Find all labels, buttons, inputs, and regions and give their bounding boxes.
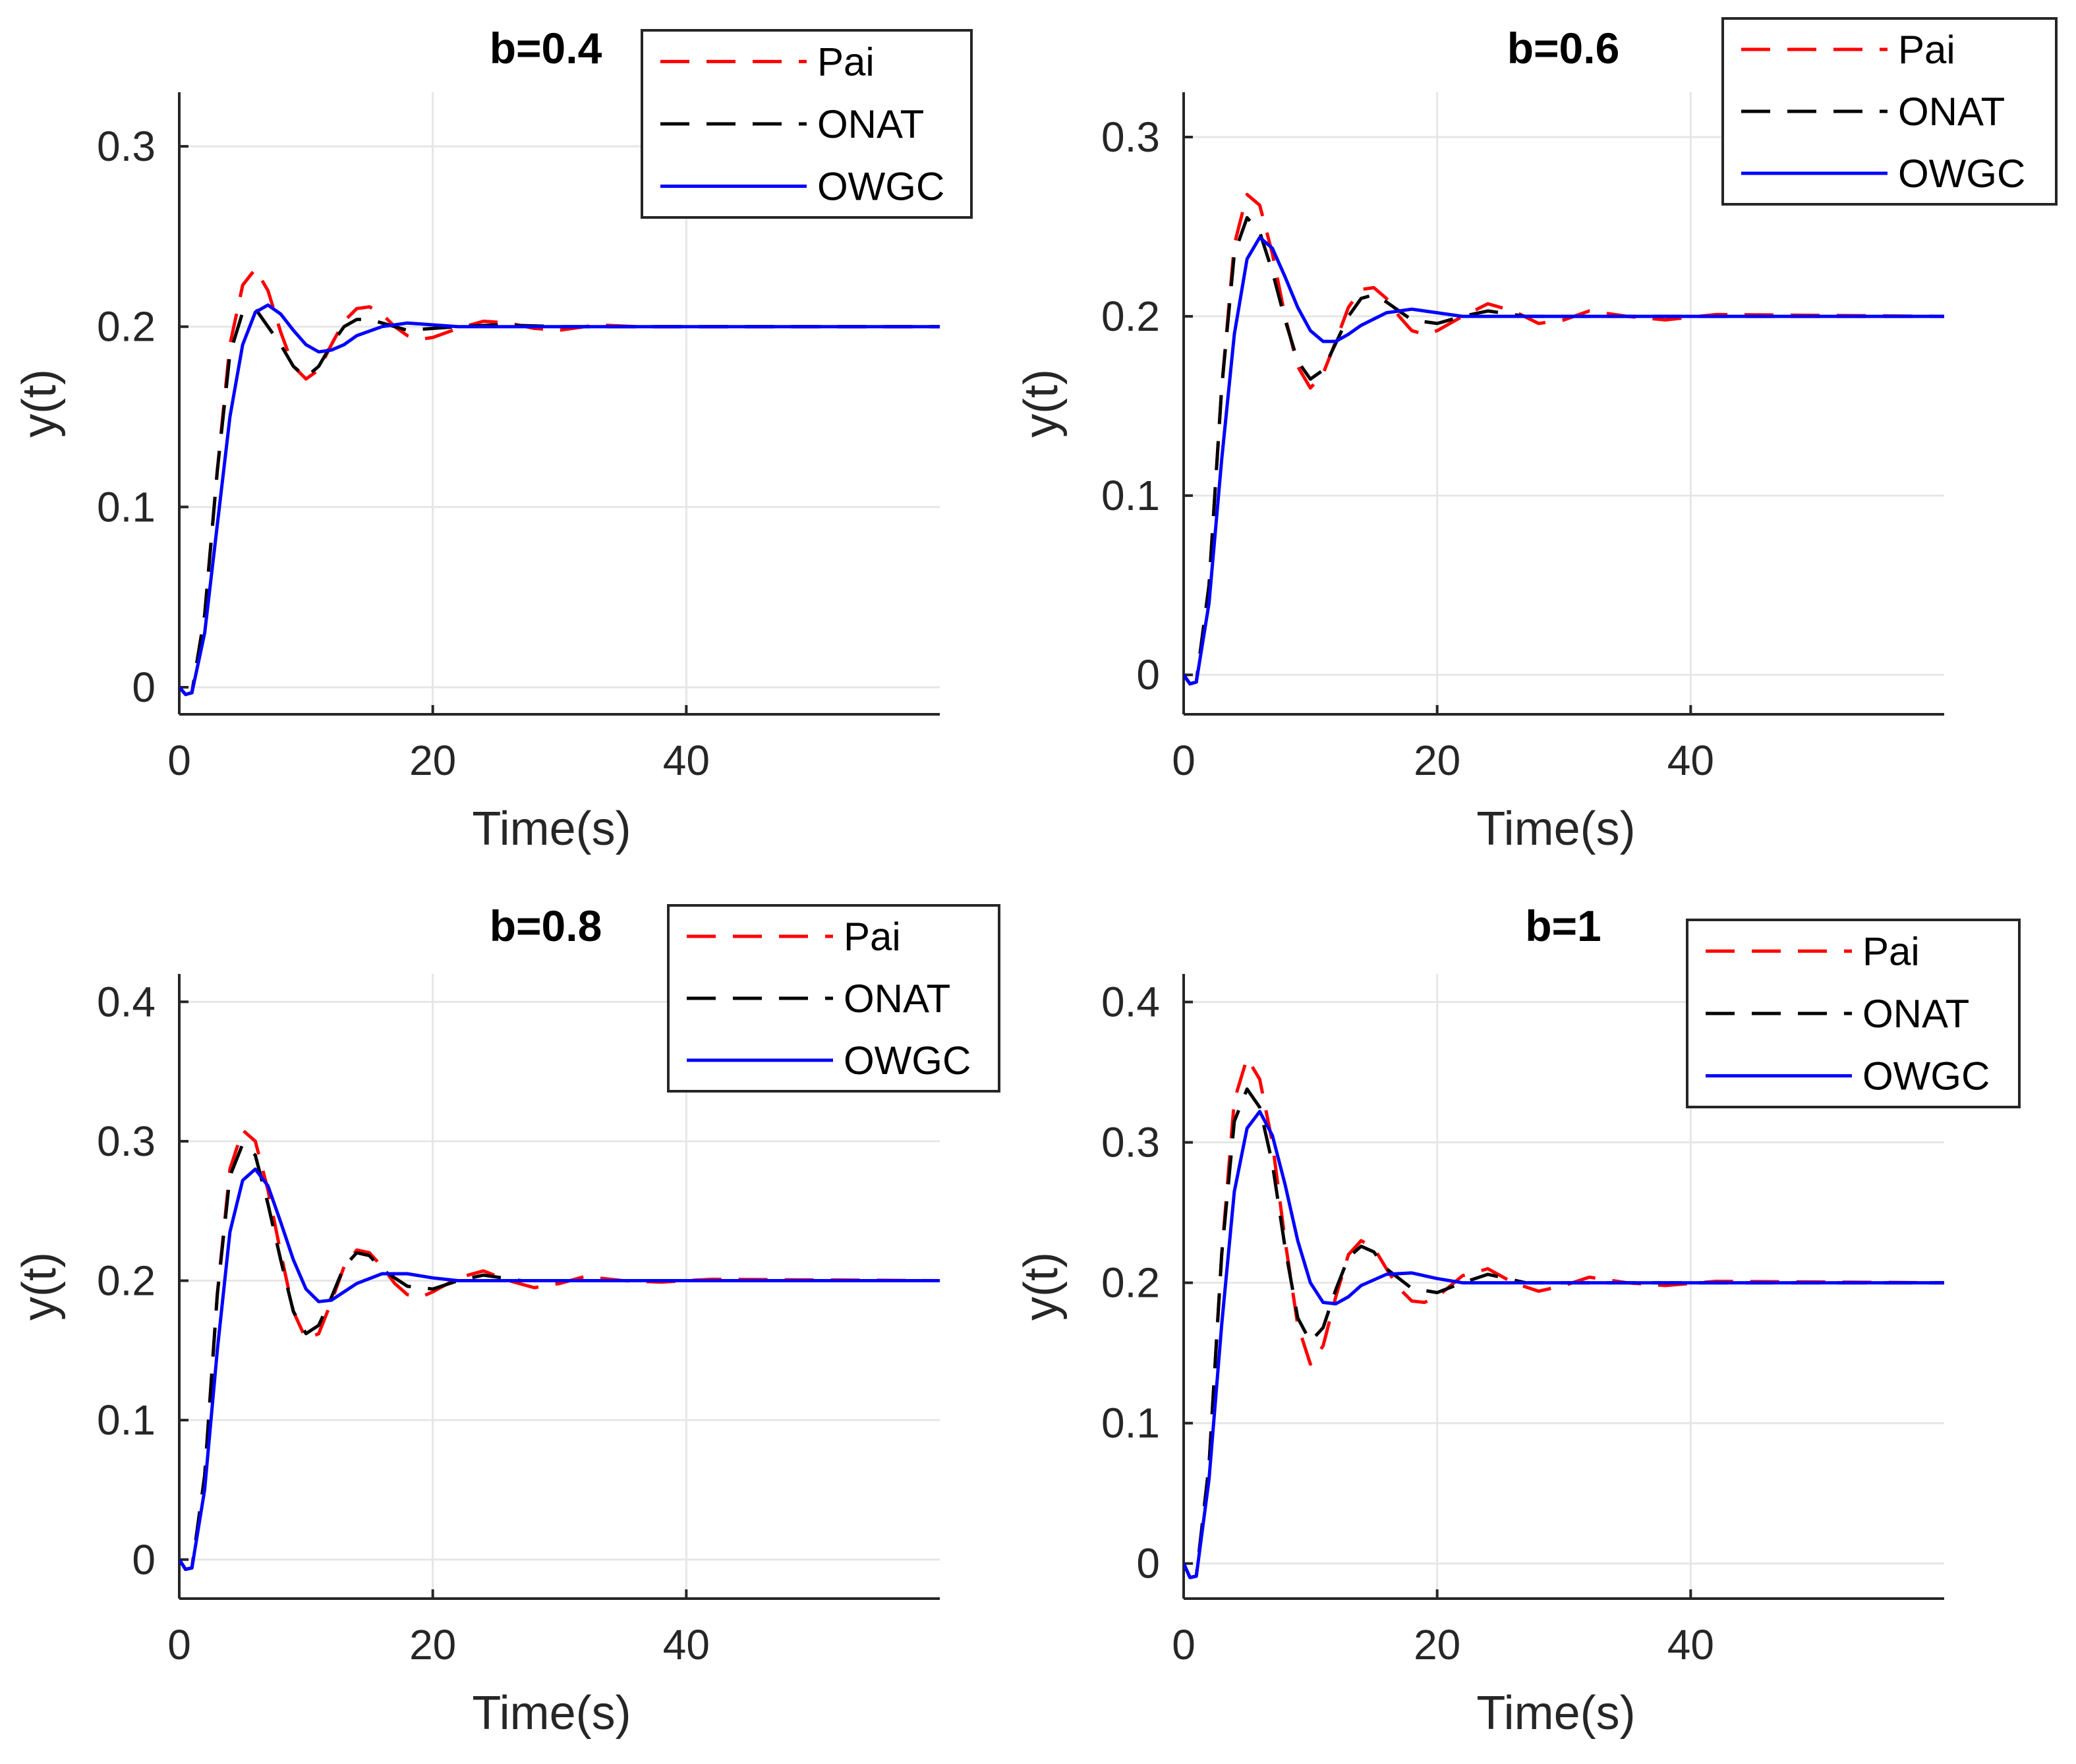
y-tick-label: 0 xyxy=(132,1536,156,1583)
legend-entry-owgc: OWGC xyxy=(1898,152,2025,196)
x-tick-label: 0 xyxy=(1172,1621,1196,1668)
legend-entry-pai: Pai xyxy=(1862,929,1920,973)
series-line-owgc xyxy=(179,303,940,697)
x-tick-label: 40 xyxy=(1667,1621,1714,1668)
x-tick-label: 20 xyxy=(409,1621,456,1668)
y-tick-label: 0.4 xyxy=(97,978,156,1025)
legend: Pai ONAT OWGC xyxy=(1721,17,2058,206)
legend-entry-owgc: OWGC xyxy=(1862,1054,1990,1098)
series-line-onat xyxy=(1184,1087,1944,1579)
legend-entry-onat: ONAT xyxy=(817,102,924,146)
legend-entry-onat: ONAT xyxy=(1898,90,2005,134)
x-tick-label: 20 xyxy=(1414,737,1460,784)
legend-entry-owgc: OWGC xyxy=(844,1038,971,1083)
legend-entry-pai: Pai xyxy=(817,40,875,84)
y-tick-label: 0 xyxy=(1136,1540,1160,1587)
subplot-1: 0 20 40 0 0.1 0.2 0.3 Time(s) y(t) b=0.4 Pai ONAT OW… xyxy=(13,24,973,855)
subplot-4: 0 20 40 0 0.1 0.2 0.3 0.4 Time(s) y(t) b=1 Pai ONAT O… xyxy=(1015,901,2021,1740)
series-line-owgc xyxy=(1184,1110,1944,1579)
legend: Pai ONAT OWGC xyxy=(667,904,1000,1093)
series-line-owgc xyxy=(179,1167,940,1572)
x-tick-label: 20 xyxy=(409,737,456,784)
series-line-owgc xyxy=(1184,235,1944,686)
y-axis-label: y(t) xyxy=(1015,1252,1068,1321)
y-axis-label: y(t) xyxy=(1015,369,1068,438)
x-tick-label: 0 xyxy=(167,737,191,784)
y-tick-label: 0.1 xyxy=(97,1396,156,1444)
x-tick-label: 20 xyxy=(1414,1621,1460,1668)
y-tick-label: 0 xyxy=(1136,651,1160,698)
subplot-title: b=1 xyxy=(1525,901,1601,950)
x-axis-label: Time(s) xyxy=(1476,1687,1635,1740)
x-axis-label: Time(s) xyxy=(472,1687,631,1740)
legend: Pai ONAT OWGC xyxy=(1686,919,2021,1108)
y-tick-label: 0.3 xyxy=(1101,113,1160,161)
y-tick-label: 0.2 xyxy=(97,303,156,351)
legend-entry-pai: Pai xyxy=(1898,28,1955,72)
legend: Pai ONAT OWGC xyxy=(641,29,973,219)
series-line-pai xyxy=(179,1128,940,1572)
y-tick-label: 0.3 xyxy=(97,123,156,170)
y-axis-label: y(t) xyxy=(13,369,66,438)
y-tick-label: 0.1 xyxy=(1101,1400,1160,1447)
x-tick-label: 40 xyxy=(663,1621,710,1668)
series-line-onat xyxy=(179,306,940,697)
y-tick-label: 0.1 xyxy=(97,483,156,530)
y-tick-label: 0.2 xyxy=(97,1257,156,1305)
y-tick-label: 0 xyxy=(132,664,156,711)
series-line-pai xyxy=(179,267,940,697)
x-tick-label: 0 xyxy=(167,1621,191,1668)
subplot-2: 0 20 40 0 0.1 0.2 0.3 Time(s) y(t) b=0.6 Pai ONAT OW… xyxy=(1015,17,2058,855)
y-tick-label: 0.3 xyxy=(1101,1119,1160,1166)
y-tick-label: 0.2 xyxy=(1101,293,1160,340)
y-tick-label: 0.4 xyxy=(1101,979,1160,1026)
subplot-3: 0 20 40 0 0.1 0.2 0.3 0.4 Time(s) y(t) b=0.8 Pai ONA… xyxy=(13,901,1000,1740)
x-tick-label: 40 xyxy=(1667,737,1714,784)
y-tick-label: 0.1 xyxy=(1101,472,1160,519)
series-line-pai xyxy=(1184,192,1944,686)
legend-entry-onat: ONAT xyxy=(844,977,950,1021)
legend-entry-owgc: OWGC xyxy=(817,165,944,209)
legend-entry-pai: Pai xyxy=(844,915,901,959)
subplot-title: b=0.6 xyxy=(1507,24,1620,72)
series-line-onat xyxy=(179,1142,940,1572)
subplot-title: b=0.4 xyxy=(490,24,602,72)
x-tick-label: 0 xyxy=(1172,737,1196,784)
subplot-title: b=0.8 xyxy=(490,901,602,950)
legend-entry-onat: ONAT xyxy=(1862,992,1969,1036)
y-axis-label: y(t) xyxy=(13,1252,66,1321)
y-tick-label: 0.3 xyxy=(97,1118,156,1165)
x-axis-label: Time(s) xyxy=(1476,803,1635,855)
x-tick-label: 40 xyxy=(663,737,710,784)
y-tick-label: 0.2 xyxy=(1101,1259,1160,1307)
x-axis-label: Time(s) xyxy=(472,803,631,855)
